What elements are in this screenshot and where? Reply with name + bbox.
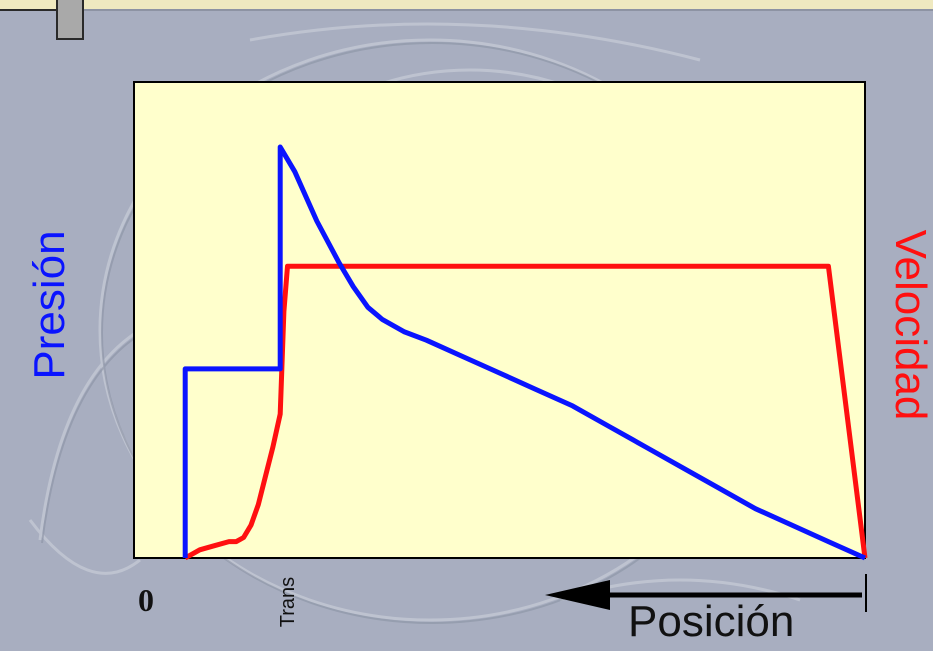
plot-area: [133, 81, 866, 559]
x-axis-label: Posición: [628, 597, 795, 646]
x-tick-label-trans: Trans: [277, 576, 299, 628]
top-band: [0, 0, 933, 11]
y-axis-label-right: Velocidad: [886, 229, 933, 421]
slider-handle: [56, 0, 84, 40]
x-axis-arrow: [545, 574, 867, 612]
x-tick-label-0: 0: [138, 582, 154, 618]
y-axis-label-left: Presión: [25, 230, 74, 380]
series-line-velocidad: [183, 263, 868, 561]
top-divider: [0, 9, 58, 11]
series-line-presion: [182, 144, 867, 561]
